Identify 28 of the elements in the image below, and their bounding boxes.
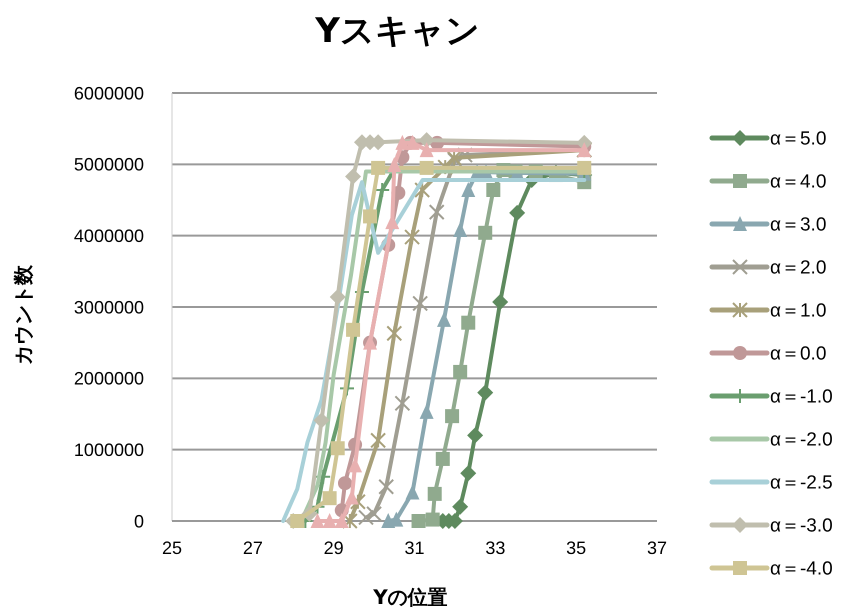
x-tick-label: 27 [242,538,263,558]
y-tick-label: 5000000 [74,154,144,175]
chart-title: Yスキャン [314,11,480,51]
legend-label: α＝-3.0 [770,516,833,537]
legend-label: α＝2.0 [770,258,826,279]
legend-label: α＝-4.0 [770,558,833,580]
x-tick-label: 29 [324,538,344,558]
y-axis-title: カウント数 [11,264,35,365]
legend-label: α＝-2.5 [770,472,833,494]
y-tick-label: 0 [134,511,144,532]
legend-label: α＝4.0 [770,172,826,193]
y-tick-label: 4000000 [74,226,144,246]
x-tick-label: 35 [566,538,586,558]
x-tick-label: 25 [162,538,182,558]
legend-label: α＝-2.0 [770,430,833,451]
x-axis-title: Yの位置 [372,585,448,609]
legend-label: α＝5.0 [770,128,826,150]
legend-label: α＝1.0 [770,300,826,322]
legend-label: α＝3.0 [770,214,826,236]
x-tick-label: 33 [485,538,506,558]
legend-label: α＝-1.0 [770,386,833,408]
y-tick-label: 3000000 [74,297,144,318]
y-tick-label: 1000000 [74,440,144,460]
x-tick-label: 31 [404,538,425,558]
y-tick-label: 6000000 [74,83,144,104]
legend-label: α＝0.0 [770,344,826,365]
x-tick-label: 37 [646,538,668,558]
y-tick-label: 2000000 [74,368,144,389]
